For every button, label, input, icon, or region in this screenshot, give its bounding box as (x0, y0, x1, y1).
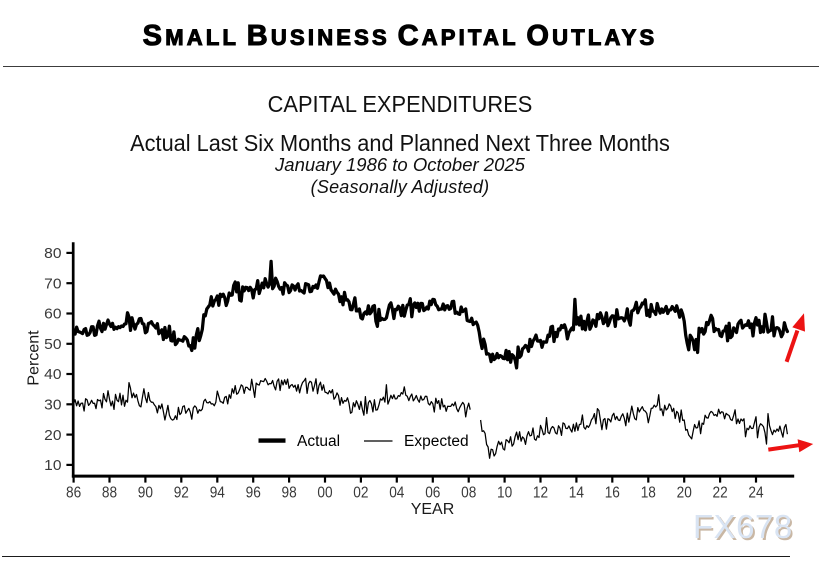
svg-text:16: 16 (605, 485, 620, 502)
svg-text:24: 24 (748, 485, 763, 502)
svg-text:20: 20 (44, 427, 61, 444)
svg-text:22: 22 (713, 485, 728, 502)
svg-text:92: 92 (174, 485, 189, 502)
svg-text:YEAR: YEAR (411, 501, 455, 518)
svg-text:86: 86 (66, 485, 81, 502)
svg-text:80: 80 (44, 245, 61, 262)
svg-text:08: 08 (461, 485, 476, 502)
svg-text:04: 04 (389, 485, 404, 502)
svg-text:60: 60 (44, 306, 61, 323)
svg-text:00: 00 (317, 485, 332, 502)
svg-text:10: 10 (44, 457, 61, 474)
svg-text:Actual: Actual (297, 433, 340, 450)
svg-text:96: 96 (246, 485, 261, 502)
svg-text:06: 06 (425, 485, 440, 502)
svg-text:98: 98 (282, 485, 297, 502)
svg-text:10: 10 (497, 485, 512, 502)
svg-text:30: 30 (44, 397, 61, 414)
svg-text:12: 12 (533, 485, 548, 502)
svg-text:50: 50 (44, 336, 61, 353)
svg-text:88: 88 (102, 485, 117, 502)
svg-text:70: 70 (44, 275, 61, 292)
svg-text:18: 18 (641, 485, 656, 502)
svg-text:40: 40 (44, 366, 61, 383)
svg-text:02: 02 (353, 485, 368, 502)
svg-text:20: 20 (677, 485, 692, 502)
svg-text:Percent: Percent (25, 330, 42, 386)
svg-text:Expected: Expected (404, 433, 469, 450)
svg-text:94: 94 (210, 485, 225, 502)
svg-text:90: 90 (138, 485, 153, 502)
svg-text:14: 14 (569, 485, 584, 502)
